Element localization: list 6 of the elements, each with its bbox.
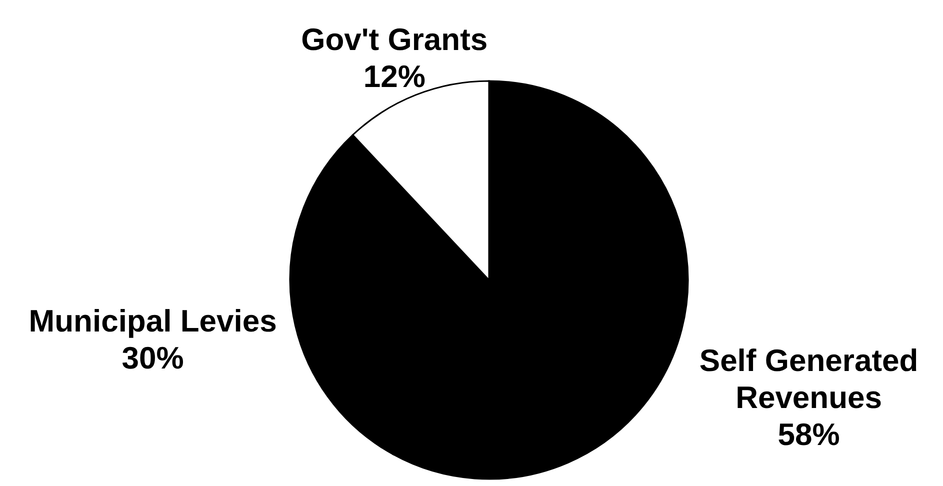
slice-label: Municipal Levies: [28, 303, 277, 338]
data-label: 12%: [363, 59, 426, 94]
slice-label: Gov't Grants: [301, 22, 488, 57]
data-label: 58%: [778, 417, 840, 452]
data-label: 30%: [122, 340, 184, 376]
slice-label: Self Generated Revenues: [699, 343, 918, 416]
